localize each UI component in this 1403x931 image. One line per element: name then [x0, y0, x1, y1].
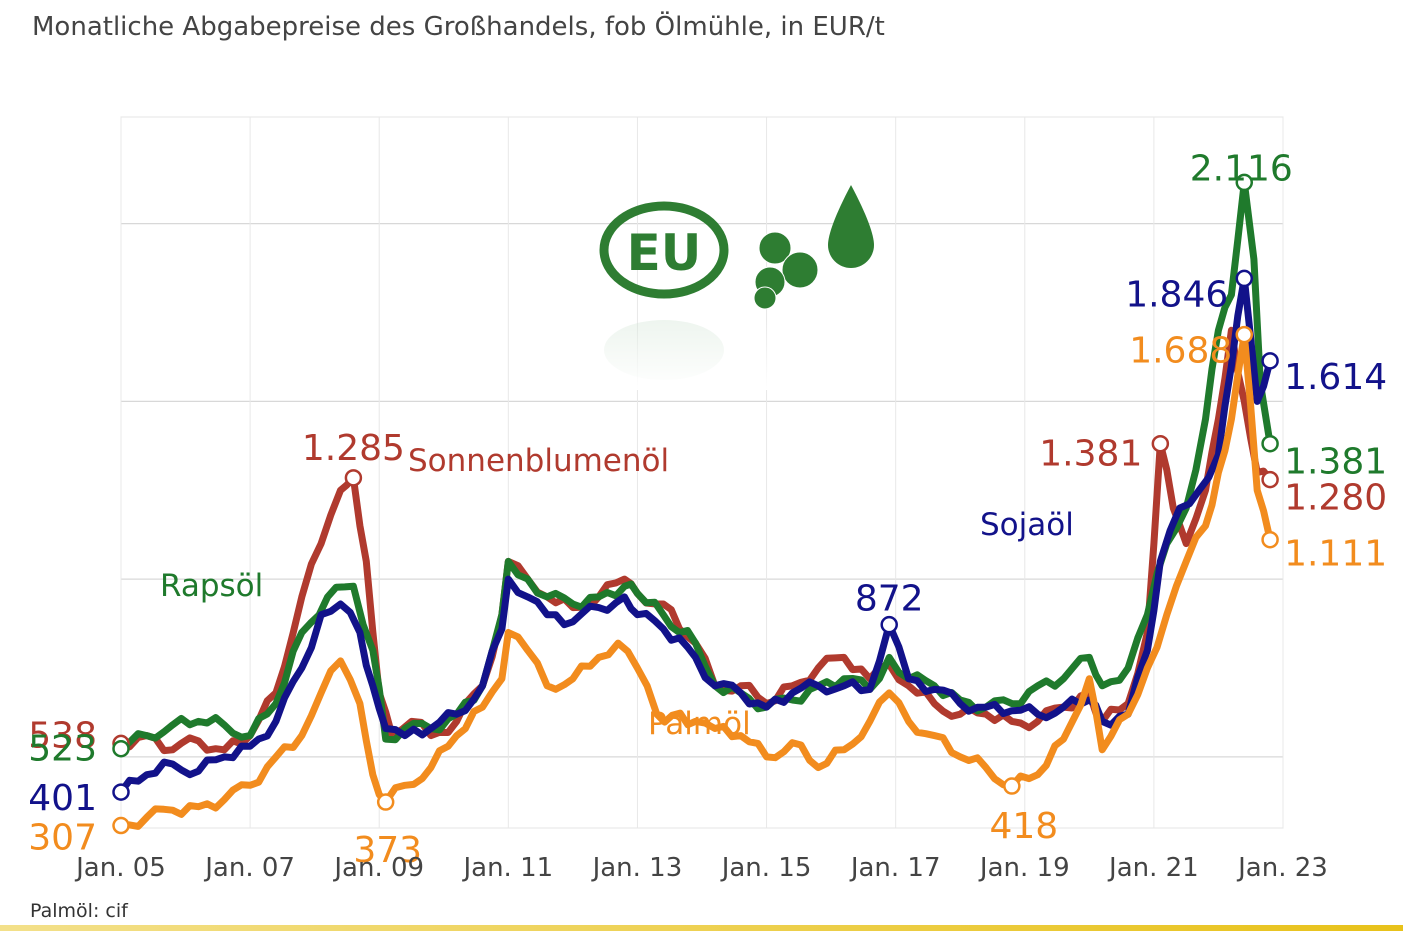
data-point-marker — [112, 739, 130, 758]
series-name-label: Sonnenblumenöl — [408, 443, 669, 479]
data-label: 1.381 — [1284, 442, 1387, 483]
data-label: 307 — [28, 818, 97, 859]
series-layer — [117, 178, 1274, 830]
data-label: 1.381 — [1039, 434, 1142, 475]
data-point-marker — [1235, 173, 1254, 192]
data-point-marker — [376, 793, 395, 811]
data-point-marker — [1235, 325, 1254, 344]
source-note: Palmöl: cif — [30, 900, 128, 922]
marker-layer — [112, 173, 1279, 835]
series-line-palmöl — [117, 331, 1274, 830]
data-point-marker — [880, 615, 898, 634]
series-line-rapsöl — [117, 178, 1274, 753]
data-label: 523 — [28, 729, 97, 770]
eu-logo: EU — [590, 185, 890, 390]
data-label: 1.614 — [1284, 357, 1387, 398]
data-point-marker — [112, 783, 130, 801]
data-label: 1.688 — [1129, 331, 1232, 372]
data-point-marker — [1003, 777, 1021, 795]
data-label: 1.285 — [302, 428, 405, 469]
x-tick-label: Jan. 11 — [461, 853, 553, 883]
logo-text: EU — [627, 224, 702, 282]
data-label: 1.111 — [1284, 534, 1387, 575]
data-point-marker — [1261, 530, 1279, 549]
data-label: 1.846 — [1125, 274, 1228, 315]
data-label: 872 — [855, 579, 924, 620]
footer-bar — [0, 925, 1403, 931]
x-tick-label: Jan. 17 — [849, 853, 941, 883]
x-tick-label: Jan. 05 — [74, 853, 166, 883]
x-tick-label: Jan. 09 — [332, 853, 424, 883]
x-tick-label: Jan. 07 — [203, 853, 295, 883]
x-tick-label: Jan. 21 — [1107, 853, 1199, 883]
x-tick-label: Jan. 19 — [978, 853, 1070, 883]
data-point-marker — [1261, 470, 1279, 489]
x-tick-label: Jan. 15 — [720, 853, 812, 883]
x-axis: Jan. 05 Jan. 07 Jan. 09 Jan. 11 Jan. 13 Jan. … — [74, 853, 1328, 883]
chart-title: Monatliche Abgabepreise des Großhandels,… — [32, 12, 885, 42]
series-name-label: Sojaöl — [980, 507, 1074, 543]
data-point-marker — [1235, 269, 1254, 288]
x-tick-label: Jan. 13 — [591, 853, 683, 883]
drop-icon — [828, 185, 874, 268]
series-name-label: Palmöl — [648, 706, 751, 742]
x-tick-label: Jan. 23 — [1236, 853, 1328, 883]
data-point-marker — [112, 816, 130, 835]
flower-icon — [753, 231, 819, 310]
data-label: 373 — [353, 830, 422, 871]
data-point-marker — [1261, 352, 1279, 370]
data-label: 1.280 — [1284, 478, 1387, 519]
data-point-marker — [1261, 434, 1279, 453]
data-label: 418 — [990, 806, 1059, 847]
data-label: 401 — [28, 778, 97, 819]
data-label: 538 — [28, 715, 97, 756]
data-point-marker — [1151, 434, 1170, 453]
data-point-marker — [344, 469, 363, 487]
data-label: 2.116 — [1190, 148, 1293, 189]
series-name-label: Rapsöl — [160, 568, 263, 604]
